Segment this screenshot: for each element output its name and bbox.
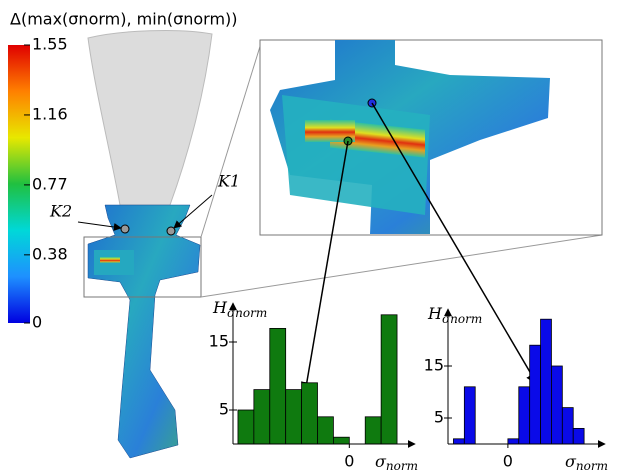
colorbar-title: Δ(max(σnorm), min(σnorm)) — [10, 10, 238, 29]
y-tick-label: 5 — [219, 400, 229, 419]
y-label-sub: σnorm — [227, 306, 267, 320]
page: {"colorbar":{"title":"Δ(max(σnorm), min(… — [0, 0, 625, 473]
colorbar-tick-label: 0.77 — [32, 174, 68, 193]
y-label-main: H — [212, 298, 228, 317]
bar — [453, 439, 464, 444]
bar — [318, 417, 334, 444]
y-axis-label: Hσnorm — [212, 298, 267, 320]
x-tick-label: 0 — [503, 452, 513, 471]
bar — [286, 390, 302, 444]
colorbar-tick-label: 0 — [32, 313, 42, 332]
y-label-sub: σnorm — [442, 312, 482, 326]
bar — [541, 319, 552, 444]
y-label-main: H — [427, 304, 443, 323]
y-tick-label: 5 — [434, 408, 444, 427]
y-tick-label: 15 — [209, 332, 229, 351]
bar — [562, 408, 573, 444]
bar — [365, 417, 381, 444]
y-axis-label: Hσnorm — [427, 304, 482, 326]
bar — [519, 387, 530, 444]
bar — [270, 328, 286, 444]
y-tick-label: 15 — [424, 356, 444, 375]
bar — [573, 428, 584, 444]
bar — [464, 387, 475, 444]
x-axis-label: σnorm — [565, 452, 608, 473]
x-label-sub: norm — [576, 459, 608, 473]
x-axis-label: σnorm — [375, 452, 418, 473]
colorbar — [8, 45, 30, 323]
bar — [508, 439, 519, 444]
bar — [381, 315, 397, 444]
bar — [333, 437, 349, 444]
bar — [551, 366, 562, 444]
bar — [238, 410, 254, 444]
colorbar-tick-label: 1.55 — [32, 35, 68, 54]
bar — [302, 383, 318, 444]
bar — [254, 390, 270, 444]
bar — [530, 345, 541, 444]
colorbar-tick-label: 1.16 — [32, 104, 68, 123]
x-label-sub: norm — [386, 459, 418, 473]
annotation: K1 — [217, 172, 240, 191]
x-tick-label: 0 — [344, 452, 354, 471]
figure: Δ(max(σnorm), min(σnorm)) K1 K2 1.55 1.16… — [0, 0, 625, 473]
annotation: K2 — [49, 202, 72, 221]
colorbar-tick-label: 0.38 — [32, 244, 68, 263]
